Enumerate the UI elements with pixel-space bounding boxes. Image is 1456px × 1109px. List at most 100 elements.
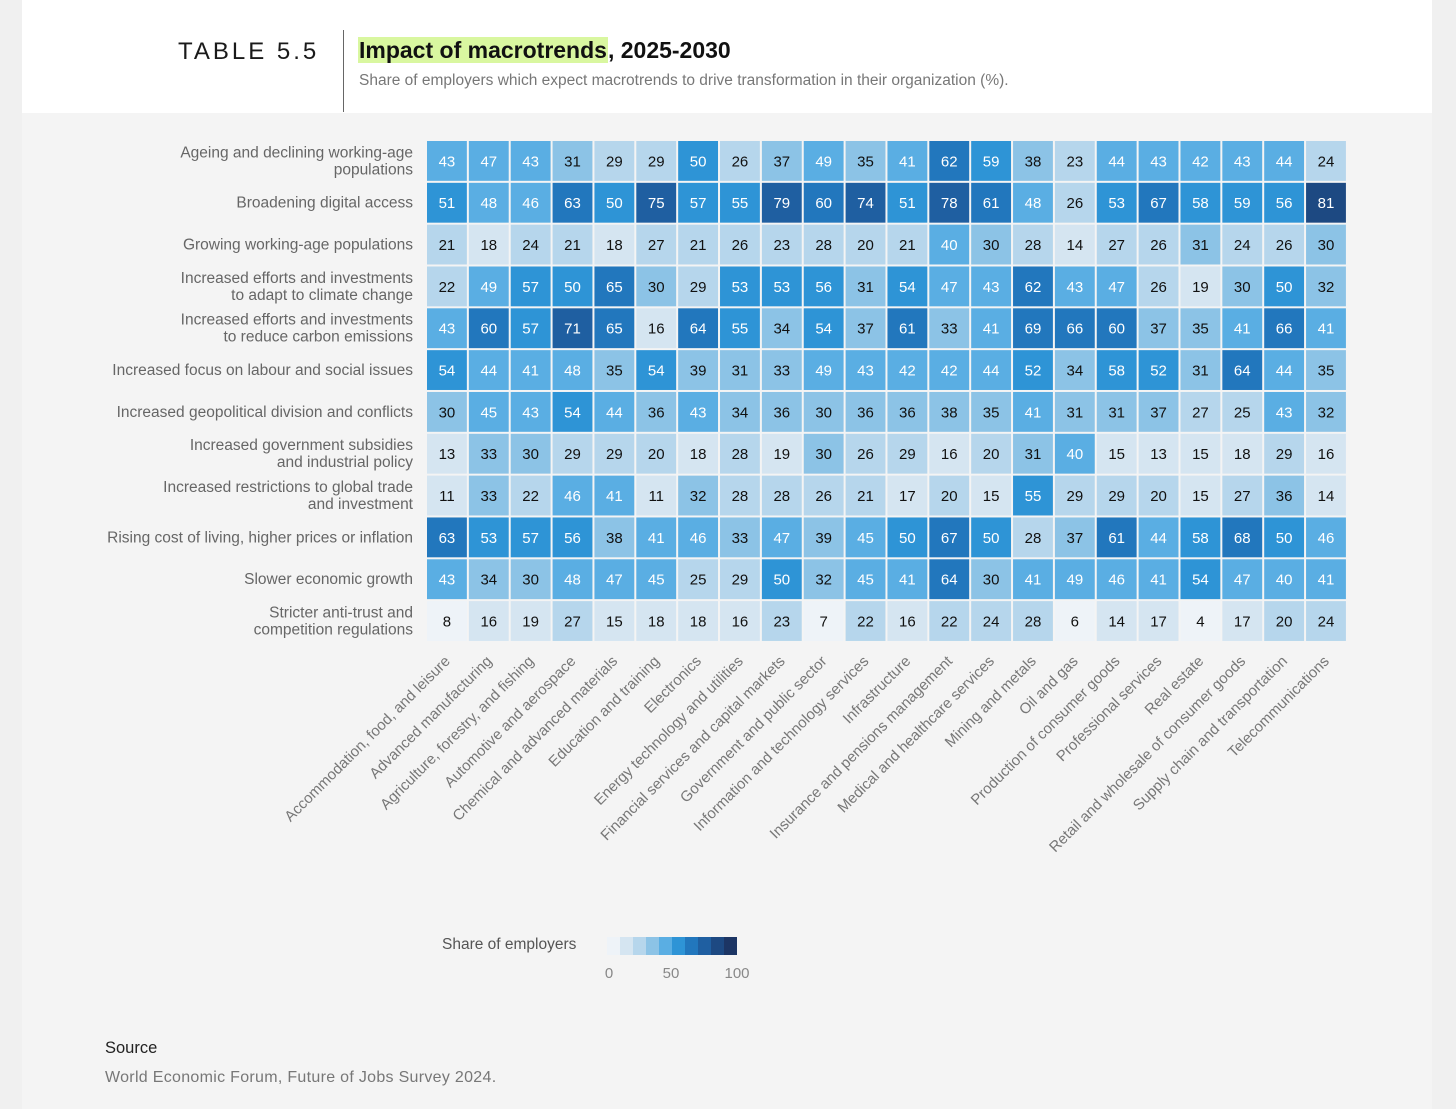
cell-value-label: 47 xyxy=(606,572,623,589)
cell-value-label: 78 xyxy=(941,195,958,212)
legend-swatch xyxy=(711,937,724,955)
heatmap-cell xyxy=(1054,350,1095,390)
chart-subtitle: Share of employers which expect macrotre… xyxy=(359,72,1009,89)
row-label: Ageing and declining working-age xyxy=(180,144,413,161)
heatmap-cell xyxy=(1306,224,1346,265)
row-label: to reduce carbon emissions xyxy=(223,329,413,346)
heatmap-cell xyxy=(1264,308,1305,349)
cell-value-label: 29 xyxy=(899,446,916,463)
heatmap-cell xyxy=(845,308,886,349)
cell-value-label: 43 xyxy=(439,572,456,589)
cell-value-label: 49 xyxy=(815,153,832,170)
cell-value-label: 31 xyxy=(857,279,874,296)
heatmap-cell xyxy=(971,224,1012,265)
cell-value-label: 43 xyxy=(1066,279,1083,296)
cell-value-label: 65 xyxy=(606,321,623,338)
heatmap-cell xyxy=(427,350,467,390)
cell-value-label: 34 xyxy=(1066,363,1083,380)
cell-value-label: 31 xyxy=(1025,446,1042,463)
heatmap-cell xyxy=(1054,308,1095,349)
cell-value-label: 30 xyxy=(648,279,665,296)
cell-value-label: 26 xyxy=(732,237,749,254)
heatmap-cell xyxy=(427,266,467,307)
cell-value-label: 16 xyxy=(1318,446,1335,463)
cell-value-label: 28 xyxy=(732,488,749,505)
cell-value-label: 50 xyxy=(564,279,581,296)
heatmap-cell xyxy=(929,559,970,600)
heatmap-cell xyxy=(1180,266,1221,307)
cell-value-label: 32 xyxy=(1318,404,1335,421)
cell-value-label: 54 xyxy=(439,363,456,380)
heatmap-cell xyxy=(1306,391,1346,432)
heatmap-cell xyxy=(678,601,719,641)
cell-value-label: 21 xyxy=(857,488,874,505)
cell-value-label: 15 xyxy=(1192,488,1209,505)
cell-value-label: 60 xyxy=(1108,321,1125,338)
cell-value-label: 63 xyxy=(564,195,581,212)
cell-value-label: 35 xyxy=(983,404,1000,421)
heatmap-cell xyxy=(1013,559,1053,600)
cell-value-label: 64 xyxy=(941,572,958,589)
cell-value-label: 31 xyxy=(732,363,749,380)
cell-value-label: 61 xyxy=(899,321,916,338)
heatmap-cell xyxy=(1013,517,1053,558)
cell-value-label: 8 xyxy=(443,614,451,631)
row-label: Increased focus on labour and social iss… xyxy=(112,362,413,379)
cell-value-label: 75 xyxy=(648,195,665,212)
heatmap-cell xyxy=(636,433,677,474)
heatmap-cell xyxy=(1013,308,1053,349)
heatmap-cell xyxy=(971,517,1012,558)
heatmap-cell xyxy=(468,433,509,474)
cell-value-label: 14 xyxy=(1108,614,1125,631)
heatmap-cell xyxy=(1222,517,1263,558)
heatmap-cell xyxy=(636,517,677,558)
cell-value-label: 35 xyxy=(1192,321,1209,338)
heatmap-cell xyxy=(1264,601,1305,641)
cell-value-label: 65 xyxy=(606,279,623,296)
cell-value-label: 45 xyxy=(480,404,497,421)
cell-value-label: 43 xyxy=(690,404,707,421)
cell-value-label: 20 xyxy=(857,237,874,254)
heatmap-cell xyxy=(720,475,760,516)
cell-value-label: 18 xyxy=(690,614,707,631)
heatmap-cell xyxy=(1222,559,1263,600)
heatmap-cell xyxy=(468,350,509,390)
heatmap-cell xyxy=(887,350,928,390)
row-label: Stricter anti-trust and xyxy=(269,605,413,622)
heatmap-cell xyxy=(1138,350,1179,390)
heatmap-cell xyxy=(1013,433,1053,474)
heatmap-cell xyxy=(1138,266,1179,307)
heatmap-cell xyxy=(427,391,467,432)
cell-value-label: 26 xyxy=(1066,195,1083,212)
report-page: TABLE 5.5 Impact of macrotrends, 2025-20… xyxy=(22,0,1432,1109)
heatmap-cell xyxy=(510,475,551,516)
heatmap-cell xyxy=(887,266,928,307)
cell-value-label: 18 xyxy=(480,237,497,254)
legend-swatch xyxy=(698,937,711,955)
heatmap-cell xyxy=(636,141,677,181)
cell-value-label: 17 xyxy=(1150,614,1167,631)
heatmap-cell xyxy=(887,391,928,432)
heatmap-cell xyxy=(468,559,509,600)
cell-value-label: 20 xyxy=(983,446,1000,463)
heatmap-cell xyxy=(1222,308,1263,349)
row-label: Increased efforts and investments xyxy=(181,270,414,287)
heatmap-cell xyxy=(1222,266,1263,307)
heatmap-cell xyxy=(1180,308,1221,349)
cell-value-label: 50 xyxy=(1276,279,1293,296)
cell-value-label: 24 xyxy=(522,237,539,254)
cell-value-label: 23 xyxy=(1066,153,1083,170)
heatmap-cell xyxy=(929,601,970,641)
heatmap-cell xyxy=(845,559,886,600)
heatmap-cell xyxy=(803,391,844,432)
heatmap-cell xyxy=(552,391,593,432)
cell-value-label: 30 xyxy=(815,404,832,421)
heatmap-cell xyxy=(803,433,844,474)
heatmap-cell xyxy=(1054,141,1095,181)
heatmap-cell xyxy=(1264,391,1305,432)
heatmap-cell xyxy=(1138,391,1179,432)
heatmap-cell xyxy=(552,475,593,516)
heatmap-cell xyxy=(510,391,551,432)
heatmap-cell xyxy=(552,433,593,474)
cell-value-label: 18 xyxy=(648,614,665,631)
